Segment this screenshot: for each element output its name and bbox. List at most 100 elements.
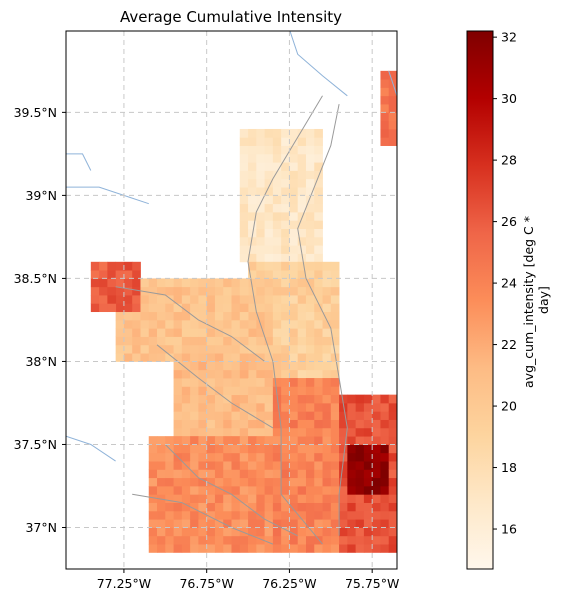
heatmap-cell — [206, 394, 216, 404]
heatmap-cell — [248, 278, 257, 288]
heatmap-cell — [289, 261, 299, 271]
heatmap-cell — [305, 386, 315, 396]
heatmap-cell — [363, 469, 373, 479]
heatmap-cell — [289, 170, 299, 180]
heatmap-cell — [380, 461, 390, 470]
y-tick-label: 38°N — [25, 354, 57, 369]
heatmap-cell — [264, 411, 274, 420]
heatmap-cell — [305, 162, 315, 171]
heatmap-cell — [90, 261, 100, 271]
heatmap-cell — [148, 494, 158, 503]
heatmap-cell — [206, 535, 216, 545]
heatmap-cell — [264, 187, 274, 196]
heatmap-cell — [297, 378, 307, 387]
heatmap-cell — [214, 353, 224, 362]
heatmap-cell — [206, 386, 216, 396]
heatmap-cell — [223, 278, 232, 288]
heatmap-cell — [347, 411, 357, 420]
heatmap-cell — [363, 477, 373, 487]
heatmap-cell — [264, 220, 274, 229]
heatmap-cell — [264, 236, 274, 246]
heatmap-cell — [289, 328, 299, 337]
heatmap-cell — [198, 319, 208, 329]
heatmap-cell — [231, 544, 241, 553]
heatmap-cell — [314, 402, 323, 412]
heatmap-cell — [380, 402, 390, 412]
heatmap-cell — [248, 145, 257, 155]
heatmap-cell — [239, 145, 249, 155]
heatmap-cell — [330, 303, 340, 313]
heatmap-cell — [281, 544, 290, 553]
patuxent-river — [66, 186, 149, 205]
heatmap-cell — [272, 535, 282, 545]
heatmap-cell — [123, 336, 133, 346]
heatmap-cell — [239, 469, 249, 479]
heatmap-cell — [206, 544, 216, 553]
heatmap-cell — [148, 353, 158, 362]
heatmap-cell — [272, 402, 282, 412]
heatmap-cell — [231, 353, 241, 362]
heatmap-cell — [264, 261, 274, 271]
y-tick-label: 39°N — [25, 188, 57, 203]
heatmap-cell — [190, 427, 199, 437]
heatmap-cell — [214, 535, 224, 545]
heatmap-cell — [231, 361, 241, 371]
heatmap-cell — [165, 295, 174, 304]
heatmap-cell — [231, 394, 241, 404]
heatmap-cell — [223, 369, 232, 379]
heatmap-cell — [198, 311, 208, 321]
heatmap-cell — [239, 485, 249, 495]
heatmap-cell — [198, 295, 208, 304]
heatmap-cell — [223, 510, 232, 520]
heatmap-cell — [314, 220, 323, 229]
heatmap-cell — [363, 535, 373, 545]
heatmap-cell — [289, 427, 299, 437]
heatmap-cell — [157, 344, 166, 354]
james-coastline — [132, 493, 274, 545]
heatmap-cell — [214, 502, 224, 512]
heatmap-cell — [297, 535, 307, 545]
heatmap-cell — [206, 286, 216, 296]
heatmap-cell — [322, 477, 332, 487]
heatmap-cell — [248, 187, 257, 196]
heatmap-cell — [198, 344, 208, 354]
heatmap-cell — [132, 311, 141, 321]
heatmap-cell — [281, 203, 290, 213]
heatmap-cell — [297, 427, 307, 437]
heatmap-cell — [272, 195, 282, 205]
heatmap-cell — [256, 394, 265, 404]
heatmap-cell — [330, 494, 340, 503]
heatmap-cell — [297, 336, 307, 346]
heatmap-cell — [157, 336, 166, 346]
heatmap-cell — [372, 427, 381, 437]
heatmap-cell — [206, 452, 216, 462]
heatmap-cell — [256, 187, 265, 196]
heatmap-cell — [248, 261, 257, 271]
heatmap-cell — [388, 112, 397, 122]
heatmap-cell — [239, 502, 249, 512]
heatmap-cell — [190, 303, 199, 313]
heatmap-cell — [289, 461, 299, 470]
heatmap-cell — [272, 128, 282, 138]
heatmap-cell — [347, 535, 357, 545]
heatmap-cell — [157, 436, 166, 445]
heatmap-cell — [223, 344, 232, 354]
heatmap-cell — [231, 461, 241, 470]
heatmap-cell — [388, 477, 397, 487]
heatmap-cell — [297, 253, 307, 263]
heatmap-cell — [372, 461, 381, 470]
heatmap-cell — [248, 386, 257, 396]
heatmap-cell — [248, 203, 257, 213]
heatmap-cell — [173, 353, 183, 362]
heatmap-cell — [190, 344, 199, 354]
heatmap-cell — [223, 469, 232, 479]
x-tick-label: 76.75°W — [179, 576, 233, 591]
heatmap-cell — [214, 344, 224, 354]
heatmap-cell — [248, 485, 257, 495]
heatmap-cell — [198, 419, 208, 429]
heatmap-cell — [206, 485, 216, 495]
heatmap-cell — [231, 519, 241, 528]
heatmap-cell — [289, 361, 299, 371]
heatmap-cell — [281, 253, 290, 263]
heatmap-cell — [272, 278, 282, 288]
